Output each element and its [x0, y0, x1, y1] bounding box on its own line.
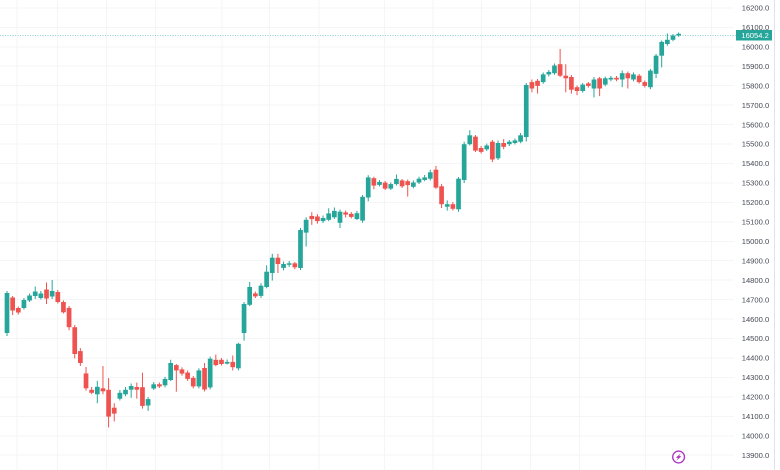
svg-text:14100.0: 14100.0: [742, 412, 769, 421]
svg-text:13900.0: 13900.0: [742, 451, 769, 460]
svg-text:15900.0: 15900.0: [742, 62, 769, 71]
svg-text:16100.0: 16100.0: [742, 23, 769, 32]
svg-text:15300.0: 15300.0: [742, 179, 769, 188]
svg-text:14800.0: 14800.0: [742, 276, 769, 285]
svg-text:15600.0: 15600.0: [742, 120, 769, 129]
svg-text:14600.0: 14600.0: [742, 315, 769, 324]
svg-text:15400.0: 15400.0: [742, 159, 769, 168]
svg-text:15200.0: 15200.0: [742, 198, 769, 207]
svg-text:14200.0: 14200.0: [742, 393, 769, 402]
svg-text:14900.0: 14900.0: [742, 256, 769, 265]
svg-text:15500.0: 15500.0: [742, 140, 769, 149]
svg-text:15000.0: 15000.0: [742, 237, 769, 246]
svg-text:16200.0: 16200.0: [742, 4, 769, 13]
svg-text:16054.2: 16054.2: [741, 31, 768, 40]
svg-text:14400.0: 14400.0: [742, 354, 769, 363]
svg-text:16000.0: 16000.0: [742, 43, 769, 52]
svg-text:15800.0: 15800.0: [742, 81, 769, 90]
svg-text:14000.0: 14000.0: [742, 432, 769, 441]
svg-text:15700.0: 15700.0: [742, 101, 769, 110]
svg-text:14700.0: 14700.0: [742, 295, 769, 304]
svg-text:15100.0: 15100.0: [742, 218, 769, 227]
svg-text:14300.0: 14300.0: [742, 373, 769, 382]
svg-text:14500.0: 14500.0: [742, 334, 769, 343]
